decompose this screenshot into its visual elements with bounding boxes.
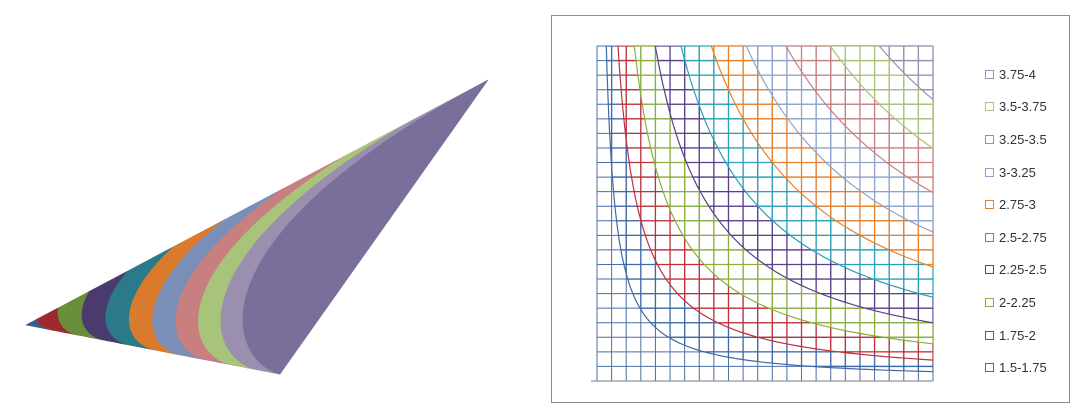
legend-swatch [985, 232, 994, 242]
legend-label: 3.25-3.5 [999, 131, 1047, 147]
legend-item: 2-2.25 [985, 286, 1071, 319]
contour-chart [591, 45, 934, 382]
surface-band-tip [242, 79, 489, 375]
legend-swatch [985, 200, 994, 210]
legend-item: 3.75-4 [985, 58, 1071, 91]
legend-item: 3.5-3.75 [985, 91, 1071, 124]
contour-line-2 [633, 45, 934, 345]
legend-swatch [985, 297, 994, 307]
legend-label: 3.75-4 [999, 66, 1036, 82]
legend-item: 3.25-3.5 [985, 123, 1071, 156]
legend-item: 3-3.25 [985, 156, 1071, 189]
legend-item: 1.5-1.75 [985, 351, 1071, 384]
legend-swatch [985, 330, 994, 340]
legend-swatch [985, 363, 994, 373]
legend-label: 3.5-3.75 [999, 99, 1047, 115]
legend-item: 2.5-2.75 [985, 221, 1071, 254]
contour-line-1.5 [605, 45, 934, 373]
contour-line-3.5 [829, 45, 934, 149]
legend-swatch [985, 102, 994, 112]
contour-line-1.75 [617, 45, 934, 361]
legend-label: 2-2.25 [999, 294, 1036, 310]
legend-label: 1.75-2 [999, 327, 1036, 343]
legend-item: 2.75-3 [985, 188, 1071, 221]
contour-line-3.75 [878, 45, 934, 100]
legend-swatch [985, 167, 994, 177]
contour-line-2.5 [680, 45, 934, 298]
legend-item: 2.25-2.5 [985, 254, 1071, 287]
legend-swatch [985, 134, 994, 144]
legend-swatch [985, 69, 994, 79]
contour-line-3 [745, 45, 934, 233]
contour-line-3.25 [785, 45, 934, 194]
legend-label: 2.75-3 [999, 197, 1036, 213]
legend-label: 3-3.25 [999, 164, 1036, 180]
legend-label: 1.5-1.75 [999, 360, 1047, 376]
contour-chart-frame: 3.75-4 3.5-3.75 3.25-3.5 3-3.25 2.75-3 2.5-2.… [551, 15, 1070, 403]
legend-item: 1.75-2 [985, 319, 1071, 352]
legend-label: 2.5-2.75 [999, 229, 1047, 245]
contour-line-2.25 [654, 45, 934, 324]
contour-line-2.75 [710, 45, 934, 268]
legend-label: 2.25-2.5 [999, 262, 1047, 278]
surface-chart [25, 79, 489, 375]
legend: 3.75-4 3.5-3.75 3.25-3.5 3-3.25 2.75-3 2.5-2.… [985, 58, 1071, 384]
legend-swatch [985, 265, 994, 275]
